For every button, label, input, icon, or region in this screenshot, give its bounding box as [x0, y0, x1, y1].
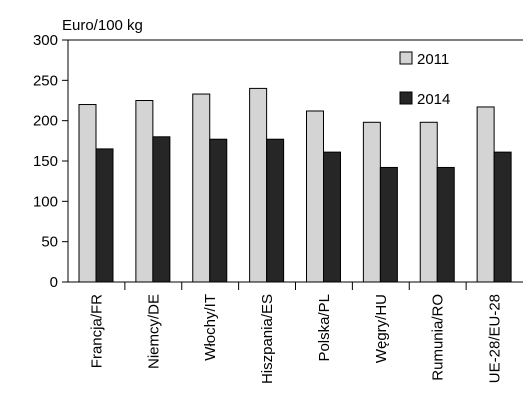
- y-tick-label: 50: [41, 234, 58, 251]
- bar-2014: [436, 166, 455, 283]
- x-tick-label: Niemcy/DE: [145, 294, 162, 369]
- bar-2011: [306, 110, 324, 283]
- y-tick-label: 150: [33, 153, 58, 170]
- y-tick-label: 200: [33, 113, 58, 130]
- y-tick-label: 300: [33, 32, 58, 49]
- x-tick-label: Polska/PL: [316, 294, 333, 362]
- bar-2011: [192, 93, 211, 283]
- bar-2014: [323, 151, 341, 283]
- bar-2011: [78, 104, 97, 283]
- legend: 2011 2014: [399, 51, 450, 108]
- x-tick-label: Rumunia/RO: [430, 294, 447, 381]
- y-axis: 0 50 100 150 200 250 300: [33, 32, 523, 291]
- bar-2014: [266, 138, 285, 283]
- y-tick-label: 0: [50, 274, 58, 291]
- legend-swatch-2011: [399, 51, 413, 65]
- legend-label-2011: 2011: [417, 51, 449, 68]
- x-tick-label: Węgry/HU: [373, 294, 390, 363]
- bar-2011: [419, 121, 438, 283]
- x-tick-label: Francja/FR: [88, 294, 105, 368]
- x-axis: Francja/FR Niemcy/DE Włochy/IT Hiszpania/ES…: [68, 281, 523, 384]
- bar-2014: [493, 151, 512, 283]
- bar-2014: [95, 148, 114, 283]
- x-tick-label: UE-28/EU-28: [487, 294, 504, 383]
- bars: [78, 87, 512, 283]
- x-tick-label: Włochy/IT: [202, 294, 219, 361]
- bar-2011: [476, 106, 495, 283]
- bar-2014: [379, 166, 398, 283]
- bar-2011: [362, 121, 381, 283]
- legend-label-2014: 2014: [417, 91, 450, 108]
- bar-2011: [249, 87, 268, 283]
- y-tick-label: 250: [33, 72, 58, 89]
- bar-2014: [209, 138, 228, 283]
- unit-label: Euro/100 kg: [62, 17, 143, 34]
- legend-swatch-2014: [399, 91, 413, 105]
- bar-2014: [152, 136, 171, 283]
- x-tick-label: Hiszpania/ES: [259, 294, 276, 384]
- bar-2011: [135, 100, 154, 283]
- y-tick-label: 100: [33, 193, 58, 210]
